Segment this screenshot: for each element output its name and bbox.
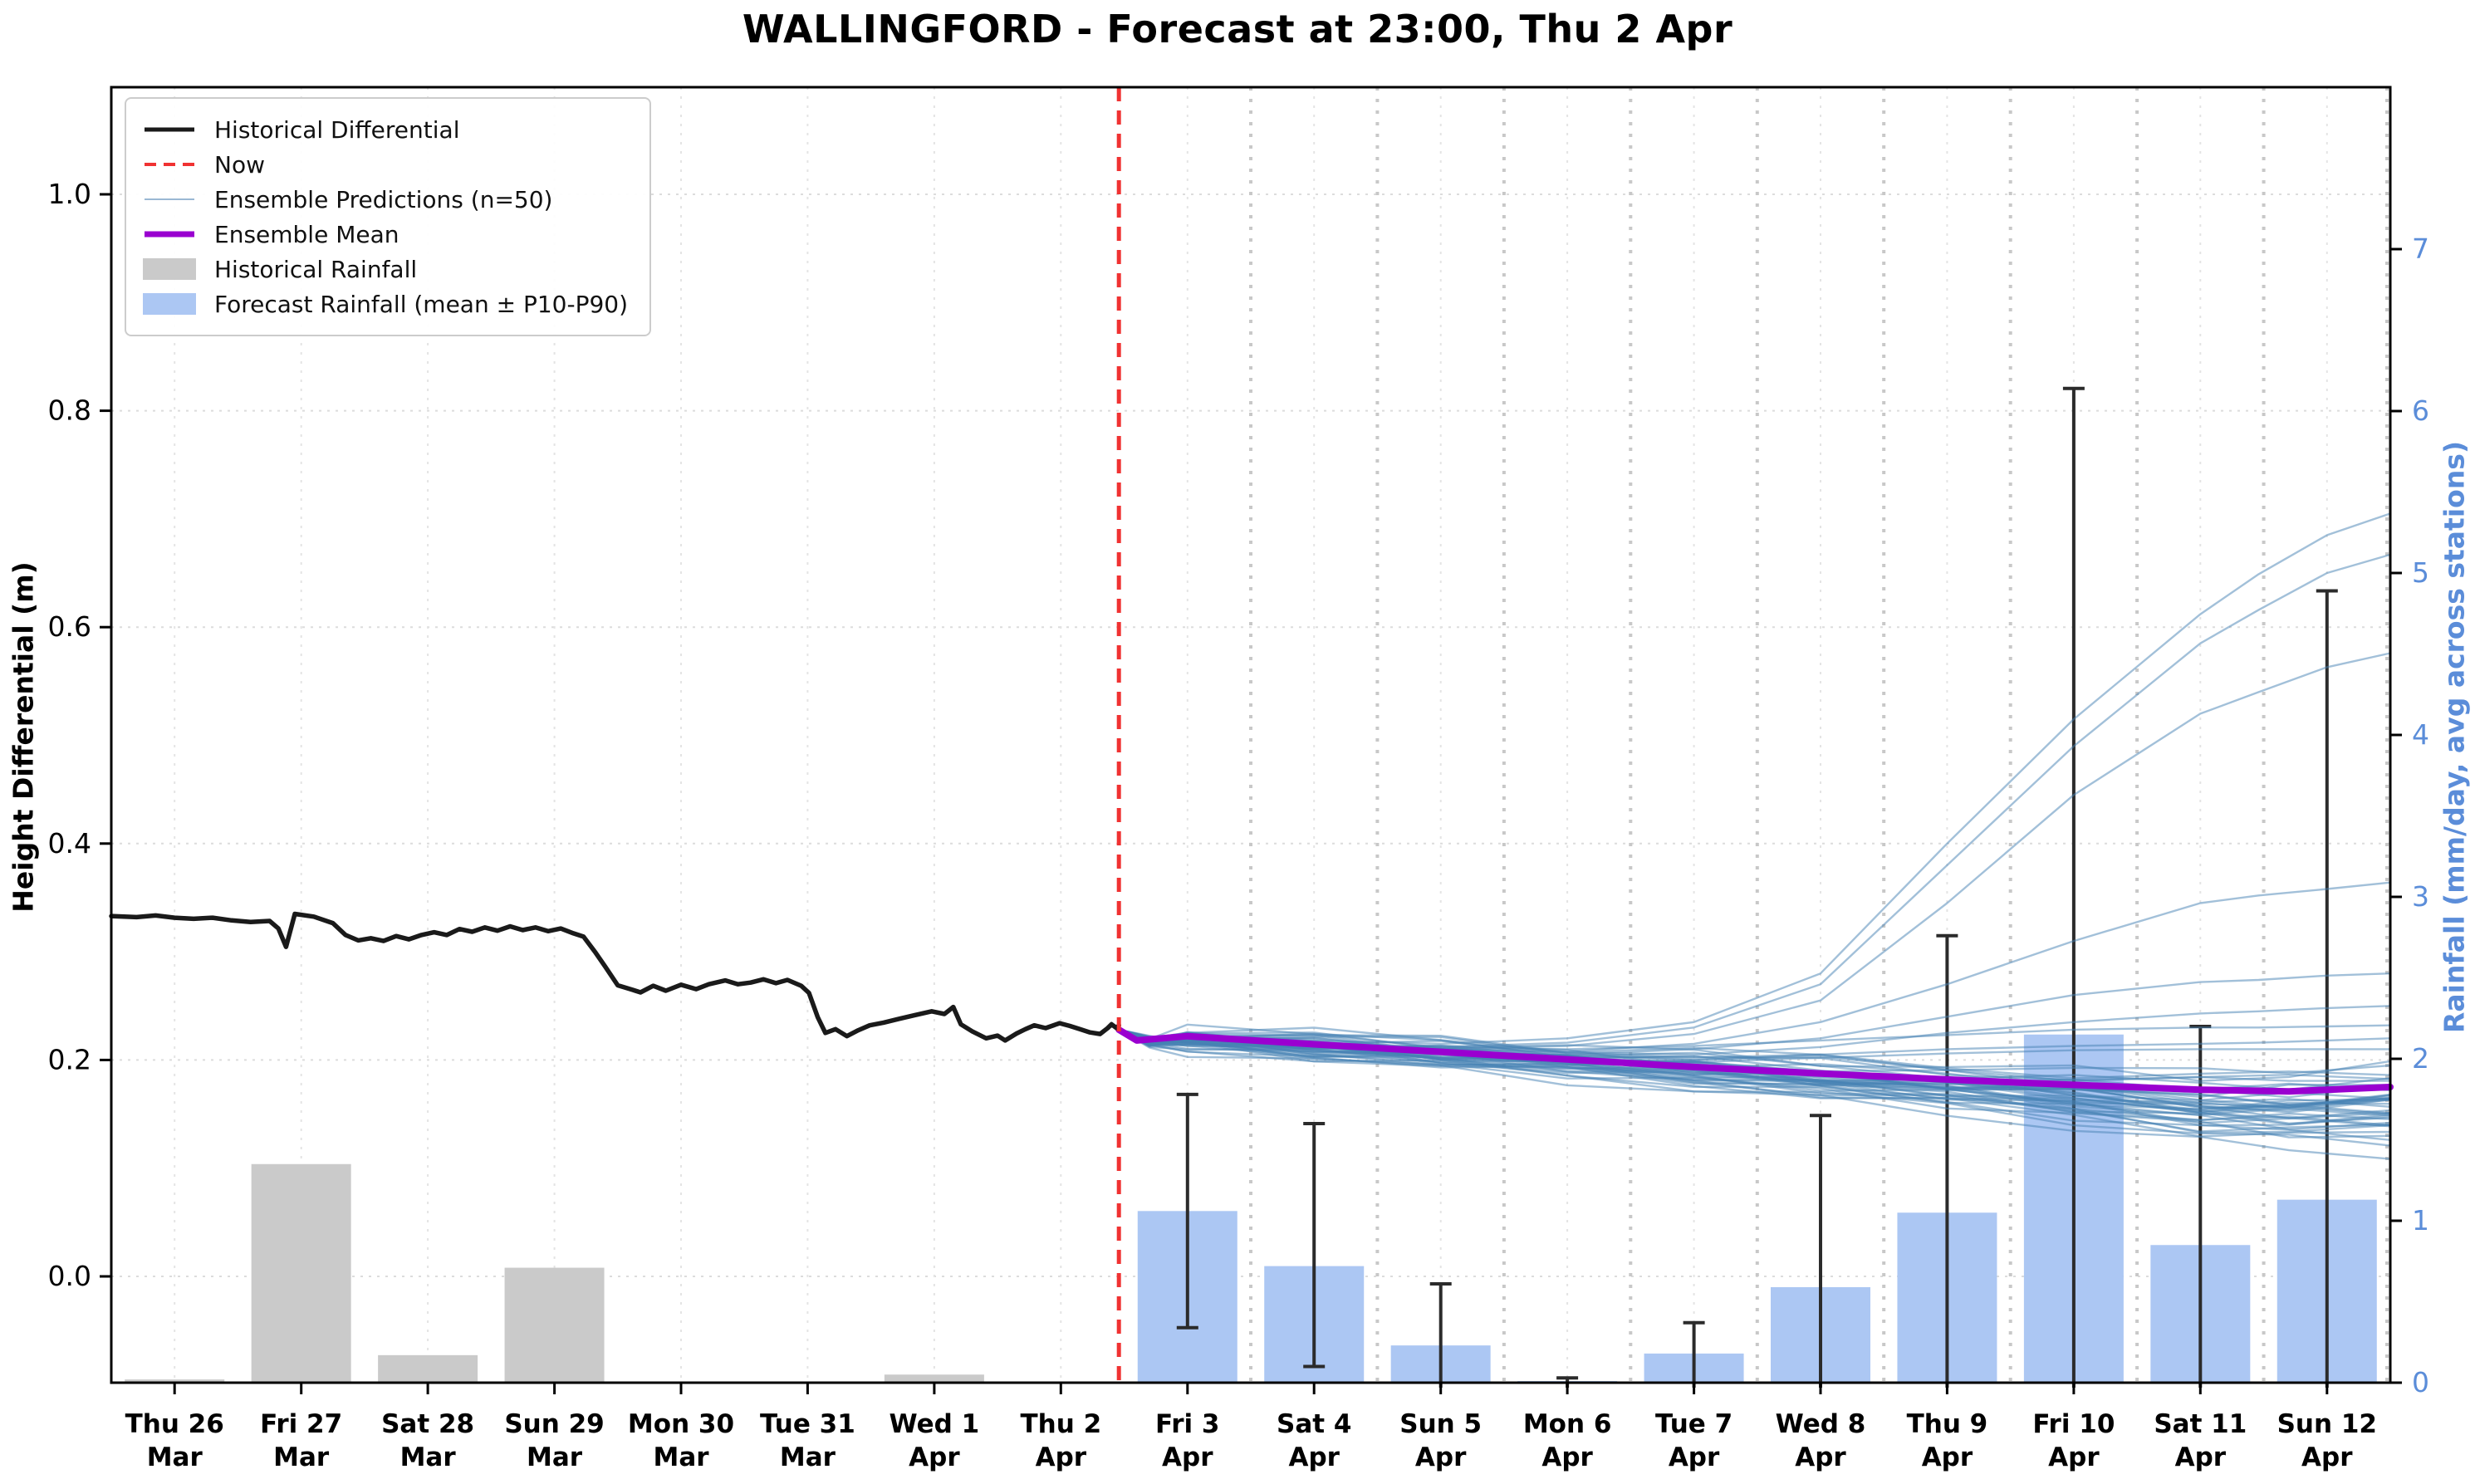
x-tick-label-month: Mar xyxy=(653,1442,709,1472)
legend-swatch-rect xyxy=(143,258,196,280)
left-tick-label: 0.0 xyxy=(48,1260,91,1292)
legend-item-label: Historical Rainfall xyxy=(214,255,418,283)
x-tick-label-day: Thu 26 xyxy=(125,1409,224,1439)
legend: Historical Differential Now Ensemble Predi… xyxy=(125,97,652,336)
x-tick-label-month: Apr xyxy=(1162,1442,1213,1472)
legend-swatch-line xyxy=(143,194,196,204)
x-tick-label-day: Mon 30 xyxy=(628,1409,734,1439)
x-tick-label-month: Apr xyxy=(2175,1442,2227,1472)
x-tick-label-day: Sun 5 xyxy=(1399,1409,1482,1439)
right-tick-label: 4 xyxy=(2412,718,2429,751)
x-tick-label-day: Thu 9 xyxy=(1907,1409,1988,1439)
x-tick-label-month: Mar xyxy=(147,1442,203,1472)
legend-swatch-line xyxy=(143,125,196,135)
historical-rainfall-bar xyxy=(251,1163,351,1383)
right-tick-label: 5 xyxy=(2412,556,2429,589)
left-tick-label: 1.0 xyxy=(48,178,91,210)
legend-item-label: Forecast Rainfall (mean ± P10-P90) xyxy=(214,290,629,318)
legend-item: Historical Rainfall xyxy=(143,252,628,287)
legend-item-label: Ensemble Mean xyxy=(214,220,399,248)
legend-item-label: Ensemble Predictions (n=50) xyxy=(214,185,553,213)
x-tick-label-day: Wed 8 xyxy=(1776,1409,1866,1439)
x-tick-label-month: Apr xyxy=(1922,1442,1973,1472)
historical-rainfall-bar xyxy=(884,1374,984,1383)
x-tick-label-month: Apr xyxy=(2048,1442,2100,1472)
legend-swatch-rect xyxy=(143,293,196,315)
legend-swatch-line xyxy=(143,159,196,169)
x-tick-label-day: Fri 3 xyxy=(1155,1409,1219,1439)
right-tick-label: 7 xyxy=(2412,233,2429,265)
ensemble-member-line xyxy=(1118,1028,2392,1061)
legend-item: Ensemble Predictions (n=50) xyxy=(143,182,628,217)
x-tick-label-day: Sat 11 xyxy=(2154,1409,2247,1439)
x-tick-label-day: Thu 2 xyxy=(1021,1409,1102,1439)
x-tick-label-day: Sun 12 xyxy=(2277,1409,2377,1439)
legend-item-label: Historical Differential xyxy=(214,115,460,144)
historical-rainfall-bar xyxy=(504,1267,605,1383)
x-tick-label-month: Apr xyxy=(909,1442,960,1472)
legend-swatch-line xyxy=(143,229,196,239)
ensemble-member-line xyxy=(1118,1028,2392,1064)
x-tick-label-month: Mar xyxy=(780,1442,836,1472)
right-tick-label: 1 xyxy=(2412,1204,2429,1237)
x-tick-label-day: Sun 29 xyxy=(504,1409,604,1439)
x-tick-label-month: Mar xyxy=(273,1442,330,1472)
x-tick-label-day: Mon 6 xyxy=(1523,1409,1612,1439)
x-tick-label-day: Fri 27 xyxy=(260,1409,342,1439)
x-tick-label-day: Wed 1 xyxy=(890,1409,980,1439)
x-tick-label-month: Mar xyxy=(527,1442,583,1472)
ensemble-member-line xyxy=(1118,652,2392,1051)
x-tick-label-month: Apr xyxy=(1415,1442,1467,1472)
legend-item: Now xyxy=(143,147,628,182)
left-tick-label: 0.4 xyxy=(48,827,91,860)
ensemble-mean-line xyxy=(1115,1026,2394,1095)
x-tick-label-month: Apr xyxy=(1669,1442,1720,1472)
legend-item: Historical Differential xyxy=(143,112,628,147)
right-tick-label: 6 xyxy=(2412,394,2429,427)
left-tick-label: 0.6 xyxy=(48,610,91,643)
chart-title: WALLINGFORD - Forecast at 23:00, Thu 2 A… xyxy=(742,7,1733,51)
x-tick-label-month: Apr xyxy=(2301,1442,2353,1472)
right-tick-label: 3 xyxy=(2412,880,2429,913)
x-tick-label-day: Sat 28 xyxy=(381,1409,474,1439)
x-tick-label-day: Tue 7 xyxy=(1655,1409,1732,1439)
legend-item-label: Now xyxy=(214,150,265,179)
historical-rainfall-bar xyxy=(378,1354,478,1383)
legend-item: Forecast Rainfall (mean ± P10-P90) xyxy=(143,287,628,321)
left-tick-label: 0.2 xyxy=(48,1043,91,1075)
x-tick-label-month: Apr xyxy=(1795,1442,1846,1472)
historical-rainfall-bar xyxy=(125,1379,225,1383)
x-tick-label-month: Apr xyxy=(1288,1442,1340,1472)
ensemble-member-line xyxy=(1118,1028,2392,1141)
right-tick-label: 0 xyxy=(2412,1366,2429,1398)
historical-differential-line xyxy=(109,911,1121,1043)
x-tick-label-day: Fri 10 xyxy=(2032,1409,2115,1439)
ensemble-member-line xyxy=(1118,512,2392,1046)
right-tick-label: 2 xyxy=(2412,1042,2429,1075)
legend-item: Ensemble Mean xyxy=(143,217,628,252)
left-tick-label: 0.8 xyxy=(48,394,91,427)
x-tick-label-day: Tue 31 xyxy=(760,1409,855,1439)
ensemble-member-line xyxy=(1118,1028,2392,1127)
ensemble-member-line xyxy=(1118,1026,2392,1075)
x-tick-label-month: Apr xyxy=(1541,1442,1593,1472)
x-tick-label-month: Apr xyxy=(1036,1442,1087,1472)
x-tick-label-day: Sat 4 xyxy=(1277,1409,1351,1439)
x-tick-label-month: Mar xyxy=(400,1442,457,1472)
